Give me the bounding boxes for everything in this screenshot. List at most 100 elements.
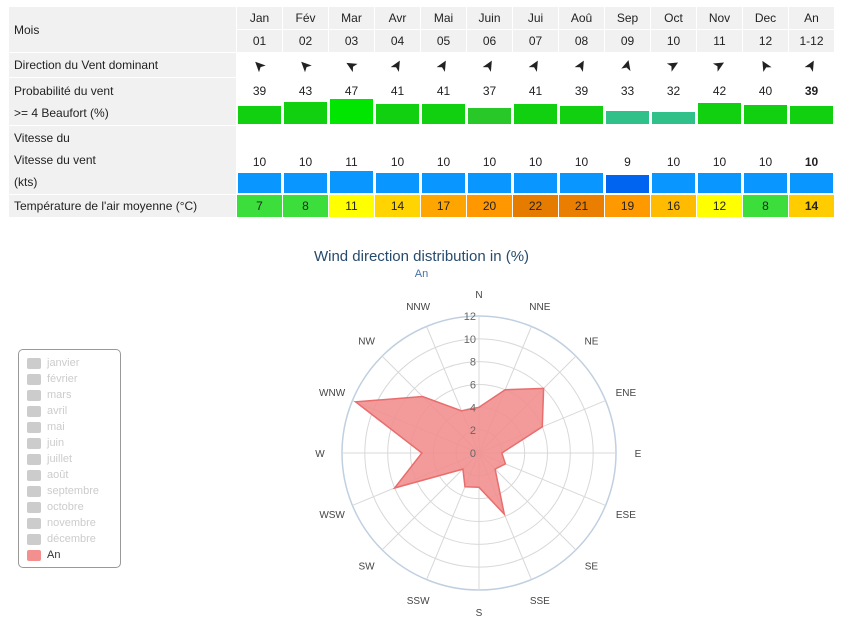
probability-bar — [284, 102, 327, 124]
legend-label: avril — [47, 405, 68, 417]
speed-bar-cell — [329, 170, 374, 194]
direction-cell: ➤ — [559, 53, 604, 77]
wind-arrow-icon: ➤ — [432, 55, 454, 75]
month-number: 03 — [329, 30, 374, 52]
legend-item[interactable]: août — [27, 467, 68, 483]
direction-label: N — [475, 290, 482, 301]
direction-label: NNW — [406, 302, 430, 313]
wind-arrow-icon: ➤ — [754, 55, 776, 75]
row-label-speed: Vitesse du Vitesse du vent (kts) — [9, 126, 236, 194]
speed-label-line2: (kts) — [14, 175, 38, 189]
temperature-cell: 19 — [605, 195, 650, 217]
month-header: Juin — [467, 7, 512, 29]
direction-label: S — [476, 608, 483, 619]
legend-swatch — [27, 373, 41, 385]
direction-cell: ➤ — [743, 53, 788, 77]
radial-tick-label: 6 — [470, 380, 476, 392]
month-header: Nov — [697, 7, 742, 29]
legend-item[interactable]: juillet — [27, 451, 72, 467]
probability-value: 42 — [697, 78, 742, 98]
direction-label: ESE — [616, 510, 636, 521]
legend-label: septembre — [47, 485, 99, 497]
probability-bar — [330, 99, 373, 124]
direction-label: NNE — [529, 302, 550, 313]
month-number: 07 — [513, 30, 558, 52]
legend-swatch — [27, 405, 41, 417]
speed-value: 10 — [283, 149, 328, 169]
speed-value: 10 — [467, 149, 512, 169]
temperature-cell: 22 — [513, 195, 558, 217]
wind-arrow-icon: ➤ — [249, 54, 270, 76]
direction-label: E — [635, 449, 642, 460]
chart-subtitle: An — [414, 268, 429, 280]
probability-bar-cell — [605, 99, 650, 125]
month-number: 05 — [421, 30, 466, 52]
month-header: Mai — [421, 7, 466, 29]
direction-label: SSW — [407, 596, 430, 607]
probability-bar — [652, 112, 695, 124]
legend-item[interactable]: décembre — [27, 531, 96, 547]
legend-item[interactable]: septembre — [27, 483, 99, 499]
probability-bar — [514, 104, 557, 124]
month-header: Dec — [743, 7, 788, 29]
month-number: 02 — [283, 30, 328, 52]
wind-arrow-icon: ➤ — [800, 55, 822, 75]
speed-bar-cell — [605, 170, 650, 194]
speed-value: 10 — [513, 149, 558, 169]
temperature-cell: 8 — [743, 195, 788, 217]
probability-bar-cell — [421, 99, 466, 125]
month-number: 09 — [605, 30, 650, 52]
legend-item[interactable]: octobre — [27, 499, 84, 515]
direction-cell: ➤ — [651, 53, 696, 77]
probability-bar-cell — [789, 99, 834, 125]
probability-value: 33 — [605, 78, 650, 98]
temperature-cell: 17 — [421, 195, 466, 217]
legend-label: décembre — [47, 533, 96, 545]
legend-swatch — [27, 453, 41, 465]
temperature-cell: 7 — [237, 195, 282, 217]
month-header: Fév — [283, 7, 328, 29]
month-header: Avr — [375, 7, 420, 29]
legend-item[interactable]: novembre — [27, 515, 96, 531]
speed-bar — [790, 173, 833, 193]
probability-bar — [422, 104, 465, 124]
direction-label: SE — [585, 561, 599, 572]
speed-value: 9 — [605, 149, 650, 169]
legend-item[interactable]: mai — [27, 419, 65, 435]
speed-value: 10 — [743, 149, 788, 169]
speed-bar — [606, 175, 649, 193]
month-header: Aoû — [559, 7, 604, 29]
legend-item[interactable]: avril — [27, 403, 67, 419]
radial-tick-label: 10 — [464, 334, 476, 346]
speed-bar-cell — [789, 170, 834, 194]
legend-swatch — [27, 501, 41, 513]
temperature-cell: 20 — [467, 195, 512, 217]
speed-bar-cell — [421, 170, 466, 194]
legend-item[interactable]: février — [27, 371, 78, 387]
legend-item[interactable]: juin — [27, 435, 64, 451]
month-number: 08 — [559, 30, 604, 52]
speed-bar — [238, 173, 281, 193]
speed-value: 10 — [421, 149, 466, 169]
probability-bar-cell — [743, 99, 788, 125]
speed-value: 10 — [697, 149, 742, 169]
legend-item[interactable]: janvier — [27, 355, 79, 371]
speed-label-line0: Vitesse du — [14, 131, 70, 145]
legend-item[interactable]: An — [27, 547, 60, 563]
direction-label: SW — [359, 561, 376, 572]
legend-label: juillet — [47, 453, 73, 465]
probability-value: 43 — [283, 78, 328, 98]
radial-tick-label: 0 — [470, 448, 476, 460]
legend-label: novembre — [47, 517, 96, 529]
legend-swatch — [27, 485, 41, 497]
legend-label: octobre — [47, 501, 84, 513]
probability-bar-cell — [375, 99, 420, 125]
direction-cell: ➤ — [237, 53, 282, 77]
probability-bar — [376, 104, 419, 124]
legend-label: février — [47, 373, 78, 385]
legend-swatch — [27, 517, 41, 529]
speed-bar — [468, 173, 511, 193]
probability-value: 39 — [789, 78, 834, 98]
legend-item[interactable]: mars — [27, 387, 71, 403]
speed-bar — [422, 173, 465, 193]
